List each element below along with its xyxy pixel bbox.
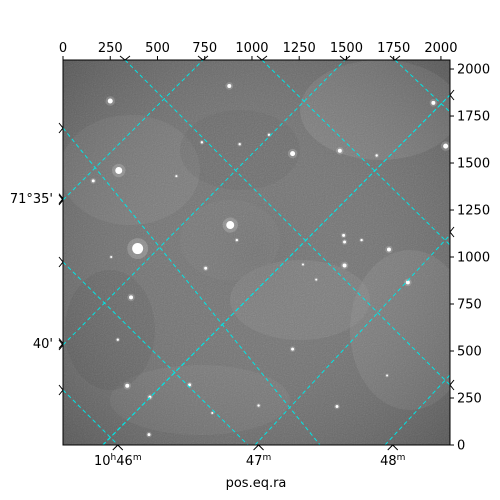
star	[147, 433, 151, 437]
grid-edge-tick	[449, 379, 455, 391]
star	[335, 404, 339, 408]
star	[386, 247, 391, 252]
grid-line	[63, 261, 249, 445]
image-mottling	[63, 60, 450, 445]
stars-layer	[90, 82, 450, 438]
top-tick-label: 750	[192, 41, 217, 56]
star	[91, 179, 95, 183]
star	[235, 238, 239, 242]
grid-line	[63, 60, 346, 346]
grid-line	[63, 389, 119, 445]
grid-edge-tick	[119, 55, 131, 61]
star	[337, 148, 342, 153]
star	[342, 263, 347, 268]
grid-edge-tick	[389, 55, 401, 61]
star	[107, 98, 113, 104]
grid-line	[384, 374, 450, 445]
star	[110, 256, 113, 259]
top-pixel-axis: 0 250 500 750 1000 1250 1500 1750 2000	[59, 41, 457, 61]
star	[211, 412, 214, 415]
right-pixel-axis: 0 250 500 750 1000 1250 1500 1750 2000	[450, 63, 490, 454]
star	[132, 243, 144, 255]
grid-line	[63, 60, 204, 201]
star	[291, 347, 295, 351]
star	[343, 240, 347, 244]
star	[204, 266, 208, 270]
ra-tick-mark	[387, 444, 399, 451]
star	[267, 133, 271, 137]
top-tick-label: 1250	[283, 41, 316, 56]
grid-edge-tick	[58, 256, 64, 268]
star	[175, 175, 178, 178]
ra-tick-mark	[112, 444, 124, 451]
right-tick-label: 1000	[457, 251, 490, 266]
star	[315, 278, 318, 281]
ra-tick-label: 10h46m	[94, 453, 142, 469]
grid-edge-tick	[58, 339, 64, 351]
right-tick-label: 1750	[457, 110, 490, 125]
ra-tick-label: 47m	[246, 453, 271, 469]
top-tick-label: 1750	[377, 41, 410, 56]
grid-line	[394, 60, 450, 113]
coordinate-grid	[63, 60, 450, 445]
dec-tick-label: 71°35'	[10, 192, 53, 207]
star	[290, 151, 296, 157]
ra-tick-mark	[253, 444, 264, 451]
right-tick-label: 2000	[457, 63, 490, 78]
dec-tick-label: 40'	[33, 337, 53, 352]
dec-tick-mark	[58, 193, 64, 205]
plot-frame	[62, 59, 451, 446]
top-tick-label: 2000	[424, 41, 457, 56]
top-tick-label: 1000	[235, 41, 268, 56]
top-tick-label: 0	[59, 41, 67, 56]
star	[125, 383, 130, 388]
grid-line	[261, 60, 450, 246]
left-dec-axis: 71°35' 40'	[10, 89, 455, 396]
grid-line	[102, 94, 450, 445]
grid-edge-tick	[339, 55, 351, 61]
star	[257, 404, 260, 407]
star	[115, 167, 123, 175]
star	[129, 295, 134, 300]
x-axis-label: pos.eq.ra	[226, 476, 287, 491]
right-tick-label: 750	[457, 298, 482, 313]
star	[360, 238, 363, 242]
grid-line	[63, 127, 321, 445]
grid-edge-tick	[58, 122, 64, 134]
star	[443, 143, 449, 149]
plot-area	[62, 59, 451, 446]
top-tick-label: 1500	[330, 41, 363, 56]
grid-line	[254, 234, 450, 445]
grid-edge-tick	[197, 55, 209, 61]
ra-tick-label: 48m	[380, 453, 405, 469]
right-tick-label: 0	[457, 439, 465, 454]
bottom-ra-axis: 10h46m 47m 48m	[94, 444, 405, 469]
star	[200, 141, 204, 144]
star	[227, 83, 232, 88]
right-tick-label: 1250	[457, 204, 490, 219]
grid-edge-tick	[58, 384, 64, 396]
star	[116, 338, 119, 341]
top-tick-label: 250	[98, 41, 123, 56]
top-tick-label: 500	[145, 41, 170, 56]
grid-edge-tick	[449, 89, 455, 101]
star	[375, 154, 378, 157]
right-tick-label: 250	[457, 392, 482, 407]
star	[301, 263, 304, 266]
dec-tick-mark	[58, 338, 64, 349]
star	[405, 280, 410, 285]
star	[188, 383, 192, 387]
star	[342, 233, 346, 237]
grid-edge-tick	[256, 55, 268, 61]
star	[238, 143, 241, 146]
grid-edge-tick	[449, 226, 455, 238]
star	[431, 100, 436, 105]
right-tick-label: 500	[457, 345, 482, 360]
right-tick-label: 1500	[457, 157, 490, 172]
star	[226, 221, 235, 230]
grid-edge-tick	[58, 194, 64, 206]
star	[386, 374, 389, 377]
